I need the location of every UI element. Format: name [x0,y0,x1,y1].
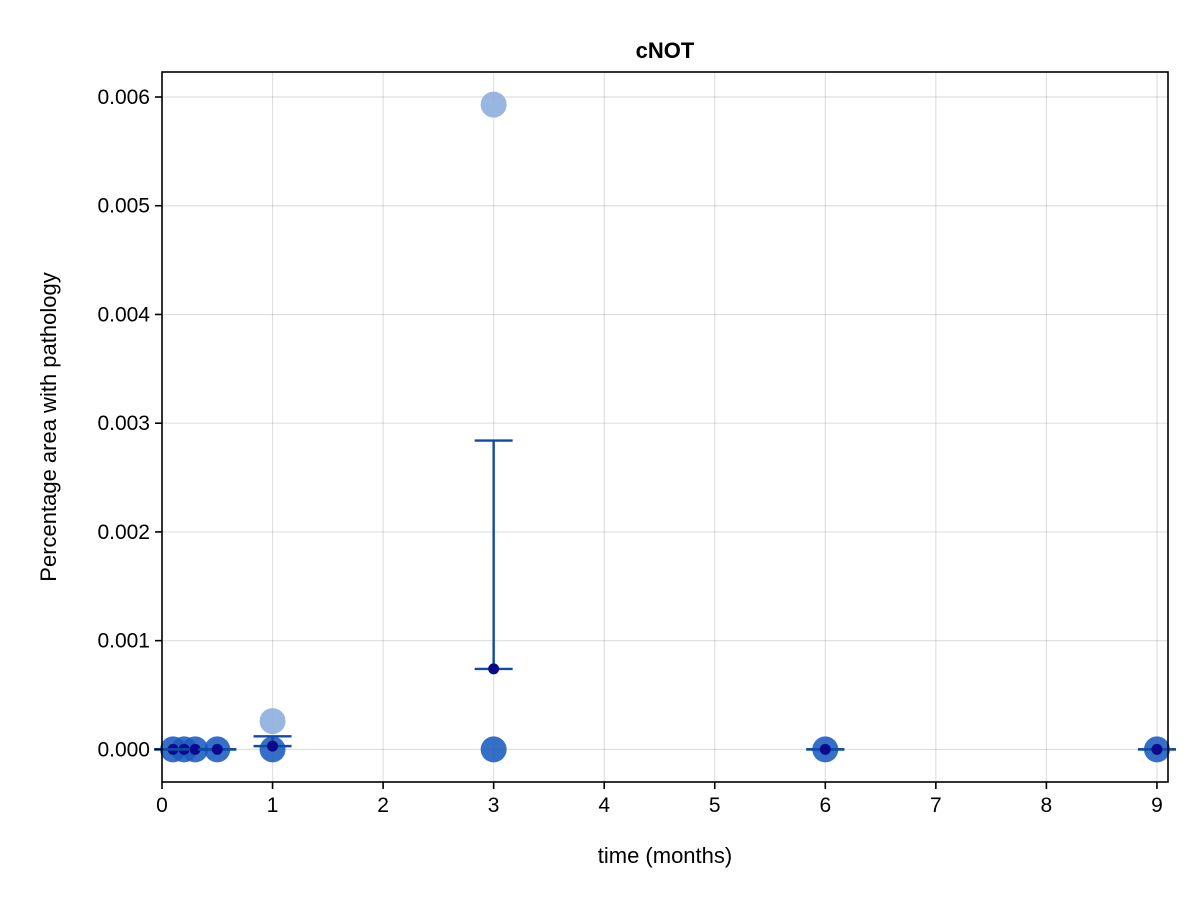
data-point [480,736,507,763]
y-tick-label: 0.001 [97,630,150,653]
x-tick-label: 4 [598,794,610,817]
chart-title: cNOT [636,38,695,63]
x-tick-label: 9 [1151,794,1163,817]
grid-lines [161,72,1168,782]
mean-marker [488,663,500,675]
data-point [259,708,286,735]
data-series [154,91,1176,763]
mean-marker [211,743,223,755]
x-tick-label: 6 [819,794,831,817]
data-point [480,91,507,118]
y-tick-label: 0.005 [97,195,150,218]
x-tick-label: 8 [1041,794,1053,817]
x-tick-label: 3 [488,794,500,817]
y-tick-label: 0.004 [97,303,150,326]
x-tick-label: 2 [377,794,389,817]
x-tick-label: 1 [267,794,279,817]
mean-marker [267,740,279,752]
x-axis-label: time (months) [598,843,732,868]
y-tick-label: 0.002 [97,521,150,544]
x-tick-label: 7 [930,794,942,817]
y-tick-label: 0.003 [97,412,150,435]
x-tick-label: 0 [156,794,168,817]
mean-marker [1151,743,1163,755]
y-tick-label: 0.006 [97,86,150,109]
y-axis-label: Percentage area with pathology [36,272,61,581]
mean-marker [189,743,201,755]
axis-ticks: 0 1 2 3 4 5 6 7 8 9 0.000 0.001 0.002 0.003 0.004 0.005… [97,86,1162,817]
plot-frame [161,71,1169,783]
mean-marker [819,743,831,755]
y-tick-label: 0.000 [97,738,150,761]
x-tick-label: 5 [709,794,721,817]
